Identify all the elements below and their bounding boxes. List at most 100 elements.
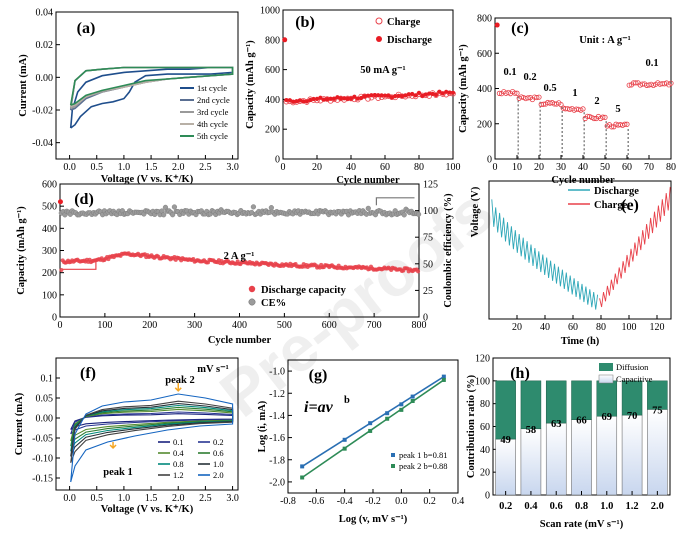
ce-point bbox=[170, 212, 176, 218]
discharge-point bbox=[376, 93, 381, 98]
a-xtick-label: 0.5 bbox=[90, 162, 103, 173]
panel-c-unit: Unit : A g⁻¹ bbox=[579, 35, 631, 46]
discharge-point bbox=[318, 95, 323, 100]
arrow-to-left-axis bbox=[62, 261, 97, 270]
d-xtick-label: 300 bbox=[187, 320, 202, 331]
d-ytick-label: 300 bbox=[42, 246, 57, 257]
panel-b-frame bbox=[282, 9, 454, 160]
b-xtick-label: 0 bbox=[281, 162, 286, 173]
rate-point bbox=[512, 90, 518, 96]
capacitive-bar bbox=[647, 409, 668, 496]
d-xtick-label: 500 bbox=[277, 320, 292, 331]
discharge-point bbox=[338, 96, 343, 101]
panel-e-xlabel: Time (h) bbox=[561, 336, 600, 347]
g-xtick-label: -0.6 bbox=[308, 496, 324, 507]
h-ytick-label: 60 bbox=[480, 422, 490, 433]
panel-f-peak2: peak 2 bbox=[165, 375, 194, 386]
legend-label-cycle-3: 3rd cycle bbox=[197, 107, 229, 117]
legend-label-discharge: Discharge bbox=[387, 35, 432, 46]
legend-label-capacitive: Capacitive bbox=[616, 374, 653, 384]
legend-label-peak1: peak 1 b=0.81 bbox=[399, 450, 447, 460]
first-point bbox=[57, 199, 63, 205]
d-xtick-label: 800 bbox=[412, 320, 427, 331]
capacitive-bar bbox=[596, 415, 618, 496]
d-y2tick-label: 75 bbox=[423, 233, 433, 244]
b-xtick-label: 100 bbox=[446, 162, 461, 173]
f-ytick-label: -0.05 bbox=[32, 434, 53, 445]
peak2-point bbox=[399, 407, 404, 412]
a-ytick-label: -0.04 bbox=[32, 138, 53, 149]
c-xtick-label: 10 bbox=[512, 162, 522, 173]
gitt-discharge-curve bbox=[491, 199, 599, 310]
peak2-point bbox=[300, 475, 305, 480]
panel-d-xlabel: Cycle number bbox=[208, 335, 272, 346]
discharge-point bbox=[403, 93, 408, 98]
panel-h-xlabel: Scan rate (mV s⁻¹) bbox=[540, 519, 624, 530]
f-ytick-label: -0.15 bbox=[32, 474, 53, 485]
a-ytick-label: -0.02 bbox=[32, 106, 53, 117]
rate-point bbox=[514, 90, 520, 96]
h-ytick-label: 20 bbox=[480, 468, 490, 479]
discharge-point bbox=[325, 96, 330, 102]
rate-point bbox=[602, 114, 608, 120]
a-ytick-label: 0.00 bbox=[36, 73, 54, 84]
ce-point bbox=[250, 204, 257, 210]
e-xtick-label: 80 bbox=[596, 322, 606, 333]
discharge-point bbox=[304, 99, 309, 104]
peak1-point bbox=[441, 374, 446, 379]
h-ytick-label: 40 bbox=[480, 445, 490, 456]
e-xtick-label: 100 bbox=[622, 322, 637, 333]
d-xtick-label: 200 bbox=[142, 320, 157, 331]
h-xtick-label: 1.2 bbox=[626, 501, 639, 512]
rate-label: 2 bbox=[594, 96, 599, 107]
b-xtick-label: 60 bbox=[380, 162, 390, 173]
g-xtick-label: -0.2 bbox=[365, 496, 381, 507]
a-xtick-label: 3.0 bbox=[226, 162, 239, 173]
legend-label-charge: Charge bbox=[594, 200, 628, 211]
panel-h: 0 20 40 60 80 100 120 49 0.2 58 0.4 63 0.6 66 0.8 69 1.0… bbox=[466, 354, 671, 530]
g-ytick-label: -1.0 bbox=[269, 367, 285, 378]
h-xtick-label: 0.4 bbox=[524, 501, 538, 512]
peak1-point bbox=[410, 394, 415, 399]
legend-swatch-discharge-capacity bbox=[248, 285, 256, 293]
panel-d-ylabel: Capacity (mAh g⁻¹) bbox=[16, 206, 27, 295]
discharge-point bbox=[294, 99, 299, 104]
discharge-point bbox=[437, 89, 442, 94]
b-ytick-label: 600 bbox=[265, 65, 280, 76]
legend-label-ce: CE% bbox=[261, 298, 286, 309]
b-ytick-label: 200 bbox=[265, 125, 280, 136]
legend-swatch-peak2 bbox=[391, 464, 395, 468]
d-xtick-label: 100 bbox=[97, 320, 112, 331]
b-xtick-label: 20 bbox=[312, 162, 322, 173]
rate-label: 0.2 bbox=[523, 72, 536, 83]
discharge-point bbox=[372, 93, 377, 98]
rate-label: 1 bbox=[572, 88, 577, 99]
discharge-point bbox=[342, 96, 347, 101]
panel-g: -0.8 -0.6 -0.4 -0.2 0.0 0.2 0.4 -1.0 -1.2 -1.4 -1.… bbox=[257, 359, 464, 525]
b-ytick-label: 400 bbox=[265, 95, 280, 106]
diffusion-bar bbox=[545, 380, 567, 424]
discharge-point bbox=[328, 96, 333, 101]
h-xtick-label: 1.0 bbox=[600, 501, 613, 512]
legend-label-charge: Charge bbox=[387, 17, 421, 28]
discharge-point bbox=[389, 95, 394, 100]
f-ytick-label: 0.1 bbox=[41, 374, 54, 385]
discharge-point bbox=[382, 93, 388, 98]
f-ytick-label: 0.05 bbox=[36, 394, 54, 405]
h-xtick-label: 0.2 bbox=[499, 501, 512, 512]
panel-f-peak1: peak 1 bbox=[103, 467, 132, 478]
peak2-point bbox=[441, 377, 446, 382]
diffusion-bar bbox=[647, 380, 668, 410]
a-xtick-label: 2.5 bbox=[199, 162, 212, 173]
c-ytick-label: 400 bbox=[477, 84, 492, 95]
discharge-point bbox=[314, 96, 320, 102]
legend-label-rate-0.6: 0.6 bbox=[213, 448, 224, 458]
discharge-point bbox=[359, 95, 364, 101]
legend-label-rate-0.1: 0.1 bbox=[173, 437, 184, 447]
peak2-point bbox=[385, 416, 390, 421]
legend-label-rate-2.0: 2.0 bbox=[213, 470, 224, 480]
legend-label-cycle-5: 5th cycle bbox=[197, 131, 228, 141]
d-y2tick-label: 0 bbox=[423, 313, 428, 324]
a-xtick-label: 0.0 bbox=[63, 162, 76, 173]
